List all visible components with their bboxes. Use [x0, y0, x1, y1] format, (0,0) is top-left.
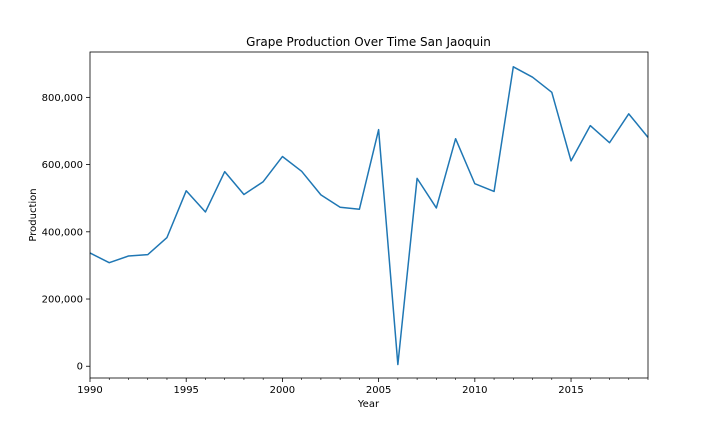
x-tick-label: 2000 [270, 385, 295, 396]
y-tick-label: 200,000 [42, 295, 83, 306]
x-tick-label: 2015 [558, 385, 583, 396]
x-tick-label: 2010 [462, 385, 487, 396]
plot-frame [89, 51, 649, 379]
y-tick-label: 0 [77, 362, 83, 373]
y-tick-label: 400,000 [42, 227, 83, 238]
x-axis: 1990 1995 2000 2005 2010 2015 [77, 378, 649, 396]
x-tick-label: 1995 [173, 385, 198, 396]
y-tick-label: 600,000 [42, 160, 83, 171]
series-line [89, 66, 649, 366]
y-axis-label: Production [28, 188, 39, 241]
chart-title: Grape Production Over Time San Jaoquin [246, 35, 491, 49]
y-tick-label: 800,000 [42, 93, 83, 104]
x-tick-label: 1990 [77, 385, 102, 396]
x-tick-label: 2005 [366, 385, 391, 396]
x-axis-label: Year [357, 399, 380, 410]
y-axis: 0 200,000 400,000 600,000 800,000 [42, 93, 90, 373]
